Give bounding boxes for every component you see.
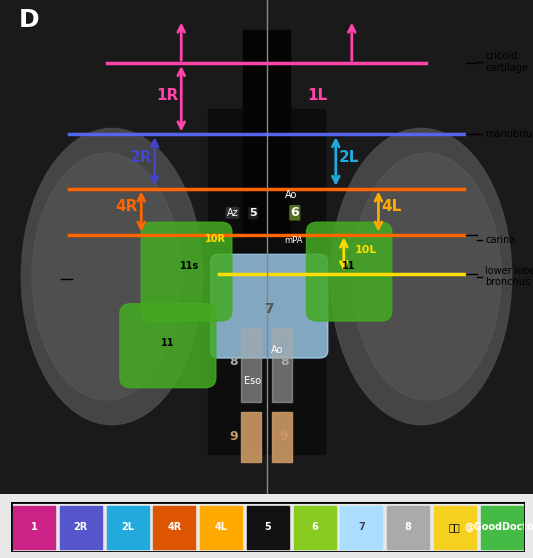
Text: 8: 8 (229, 355, 238, 368)
Bar (434, 506, 476, 549)
FancyBboxPatch shape (141, 222, 232, 321)
Text: 1: 1 (31, 522, 37, 532)
Text: Eso: Eso (244, 376, 261, 386)
Text: 5: 5 (249, 208, 257, 218)
Text: 11: 11 (161, 338, 175, 348)
Text: 11s: 11s (180, 261, 199, 271)
Text: 9: 9 (280, 430, 288, 442)
Text: lower lobe
bronchus: lower lobe bronchus (485, 266, 533, 287)
Bar (107, 506, 149, 549)
Bar (294, 506, 336, 549)
Text: 8: 8 (280, 355, 288, 368)
Bar (340, 506, 382, 549)
Bar (13, 506, 55, 549)
FancyBboxPatch shape (306, 222, 392, 321)
Text: 5: 5 (264, 522, 271, 532)
Bar (247, 506, 289, 549)
Text: D: D (19, 8, 39, 32)
Bar (481, 506, 523, 549)
Text: 7: 7 (264, 302, 274, 316)
Bar (272, 412, 292, 461)
Text: Az: Az (227, 208, 238, 218)
Text: 7: 7 (358, 522, 365, 532)
Text: @GoodDoctor: @GoodDoctor (464, 522, 533, 532)
Text: 4R: 4R (167, 522, 181, 532)
Text: 1L: 1L (307, 88, 327, 103)
Bar (208, 109, 325, 454)
Text: 4L: 4L (215, 522, 228, 532)
Bar (154, 506, 196, 549)
Text: 10L: 10L (354, 246, 377, 256)
Bar (272, 329, 292, 402)
Text: 4R: 4R (115, 199, 138, 214)
Text: 10R: 10R (205, 234, 226, 244)
Text: 11: 11 (342, 261, 356, 271)
Text: 2L: 2L (121, 522, 134, 532)
Text: Ao: Ao (285, 190, 297, 200)
Text: 1R: 1R (157, 88, 179, 103)
Text: 8: 8 (405, 522, 411, 532)
Text: mPA: mPA (284, 236, 303, 245)
Text: 6: 6 (290, 206, 299, 219)
Text: 2R: 2R (130, 150, 152, 165)
Text: cricoid
cartilage: cricoid cartilage (485, 51, 528, 73)
Text: 2L: 2L (339, 150, 359, 165)
Bar (243, 30, 290, 237)
Bar (241, 329, 261, 402)
Ellipse shape (32, 153, 181, 400)
Text: carina: carina (485, 234, 515, 244)
Ellipse shape (21, 128, 203, 425)
Text: manubrium/apex: manubrium/apex (485, 129, 533, 140)
Ellipse shape (330, 128, 512, 425)
Bar (60, 506, 102, 549)
Bar (241, 412, 261, 461)
Text: 2R: 2R (74, 522, 88, 532)
Text: Ao: Ao (271, 345, 283, 355)
Bar (387, 506, 429, 549)
Ellipse shape (352, 153, 501, 400)
Bar (200, 506, 242, 549)
FancyBboxPatch shape (120, 304, 216, 388)
Text: 4L: 4L (382, 199, 402, 214)
Text: 9: 9 (229, 430, 238, 442)
FancyBboxPatch shape (211, 254, 328, 358)
Text: 6: 6 (311, 522, 318, 532)
Text: 知乎: 知乎 (449, 522, 461, 532)
